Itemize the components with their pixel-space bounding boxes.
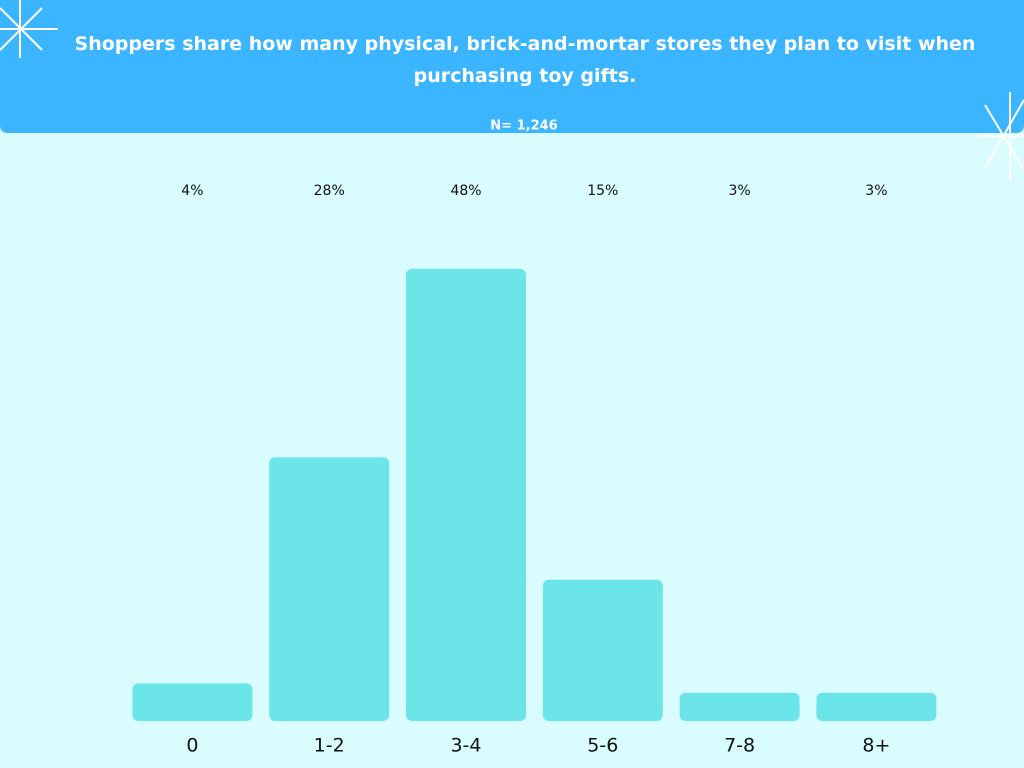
snowflake	[0, 0, 58, 58]
value-label: 3%	[728, 183, 750, 199]
x-tick-label: 7-8	[724, 735, 755, 757]
x-tick-label: 3-4	[450, 735, 481, 757]
chart-title: Shoppers share how many physical, brick-…	[74, 33, 976, 87]
value-label: 48%	[450, 183, 481, 199]
x-tick-label: 5-6	[587, 735, 618, 757]
subtitle: N= 1,246	[490, 119, 557, 134]
value-label: 3%	[865, 183, 887, 199]
value-label: 15%	[587, 183, 618, 199]
x-tick-label: 0	[186, 735, 198, 757]
value-label: 4%	[181, 183, 203, 199]
bar	[132, 683, 253, 721]
header-band	[0, 0, 1024, 133]
x-tick-label: 8+	[862, 735, 890, 757]
bar	[679, 692, 800, 721]
snowflake	[978, 92, 1024, 180]
value-label: 28%	[314, 183, 345, 199]
bar	[542, 579, 663, 721]
bar	[816, 692, 937, 721]
x-tick-label: 1-2	[314, 735, 345, 757]
bar	[269, 457, 390, 721]
bar	[406, 268, 526, 721]
